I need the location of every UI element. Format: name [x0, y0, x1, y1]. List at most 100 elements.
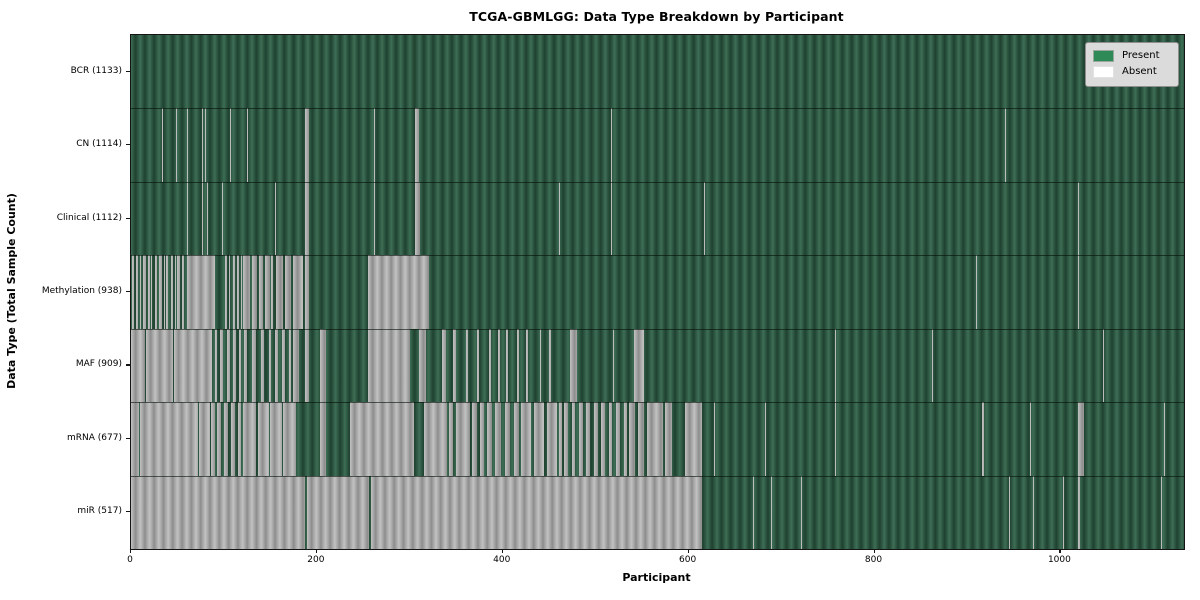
absent-segment — [504, 402, 511, 476]
absent-segment — [173, 328, 212, 403]
absent-segment — [220, 328, 223, 403]
absent-segment — [601, 402, 605, 476]
absent-segment — [539, 328, 541, 403]
absent-segment — [495, 402, 501, 476]
absent-segment — [623, 402, 628, 476]
absent-segment — [423, 402, 447, 476]
absent-segment — [236, 255, 239, 329]
y-tick-label: BCR (1133) — [70, 65, 122, 76]
x-tick-label: 0 — [127, 555, 133, 565]
absent-segment — [684, 402, 702, 476]
absent-segment — [419, 328, 426, 403]
legend-entry-present: Present — [1093, 48, 1170, 64]
absent-segment — [222, 181, 224, 256]
y-tick-mark — [126, 217, 130, 219]
absent-segment — [166, 255, 169, 329]
absent-segment — [158, 255, 162, 329]
absent-segment — [242, 255, 250, 329]
absent-segment — [610, 181, 613, 256]
absent-segment — [448, 402, 453, 476]
absent-segment — [1078, 255, 1080, 329]
absent-segment — [261, 328, 264, 403]
absent-segment — [610, 108, 613, 182]
x-tick-mark — [873, 549, 875, 553]
absent-segment — [564, 402, 568, 476]
absent-segment — [442, 328, 447, 403]
absent-segment — [415, 108, 420, 182]
absent-segment — [201, 181, 203, 256]
absent-segment — [373, 181, 375, 256]
y-tick-mark — [126, 437, 130, 440]
absent-segment — [275, 181, 277, 256]
absent-segment — [593, 402, 598, 476]
y-tick-mark — [126, 70, 130, 72]
absent-segment — [224, 255, 227, 329]
absent-segment — [1164, 402, 1166, 476]
absent-segment — [613, 328, 615, 403]
legend: Present Absent — [1085, 42, 1179, 87]
y-tick-label: Methylation (938) — [41, 286, 122, 296]
absent-segment — [186, 181, 188, 256]
absent-segment — [713, 402, 715, 476]
absent-segment — [571, 402, 576, 476]
absent-segment — [233, 255, 236, 329]
absent-segment — [472, 402, 477, 476]
x-tick-mark — [130, 549, 132, 553]
x-tick-label: 800 — [864, 555, 883, 565]
absent-segment — [350, 402, 415, 476]
absent-segment — [646, 402, 663, 476]
absent-segment — [186, 255, 215, 329]
x-tick-label: 1000 — [1047, 555, 1071, 565]
absent-segment — [161, 108, 163, 182]
absent-segment — [304, 108, 310, 182]
absent-segment — [488, 328, 491, 403]
absent-segment — [1160, 475, 1162, 549]
absent-segment — [186, 108, 188, 182]
absent-segment — [170, 255, 173, 329]
absent-segment — [174, 255, 176, 329]
absent-segment — [534, 402, 544, 476]
absent-segment — [131, 475, 305, 549]
x-axis-label: Participant — [622, 571, 691, 584]
heatmap-row-BCR — [131, 35, 1184, 109]
absent-segment — [771, 475, 773, 549]
absent-segment — [205, 108, 207, 182]
absent-segment — [275, 255, 284, 329]
absent-segment — [155, 255, 157, 329]
legend-label-present: Present — [1122, 50, 1160, 61]
y-tick-mark — [126, 511, 130, 513]
absent-segment — [513, 402, 520, 476]
x-tick-label: 200 — [307, 555, 325, 565]
absent-segment — [242, 402, 257, 476]
absent-segment — [306, 475, 369, 549]
absent-segment — [1103, 328, 1105, 403]
absent-segment — [549, 328, 552, 403]
absent-segment — [835, 328, 837, 403]
absent-segment — [201, 108, 203, 182]
absent-segment — [182, 255, 184, 329]
absent-segment — [506, 328, 509, 403]
x-tick-label: 400 — [493, 555, 511, 565]
absent-segment — [982, 402, 985, 476]
absent-segment — [285, 255, 291, 329]
absent-segment — [229, 108, 231, 182]
absent-segment — [415, 181, 421, 256]
absent-segment — [292, 255, 303, 329]
y-tick-label: mRNA (677) — [67, 432, 122, 443]
absent-segment — [525, 328, 528, 403]
absent-segment — [586, 402, 591, 476]
y-tick-mark — [126, 291, 130, 293]
absent-segment — [240, 255, 242, 329]
y-tick-label: CN (1114) — [76, 139, 122, 150]
absent-segment — [521, 402, 531, 476]
row-divider — [131, 255, 1184, 257]
absent-segment — [1063, 475, 1065, 549]
row-divider — [131, 328, 1184, 330]
absent-segment — [367, 328, 410, 403]
y-tick-label: miR (517) — [77, 506, 122, 517]
absent-segment — [665, 402, 672, 476]
absent-segment — [288, 328, 291, 403]
chart-title: TCGA-GBMLGG: Data Type Breakdown by Part… — [469, 9, 844, 24]
absent-segment — [835, 402, 837, 476]
y-tick-mark — [126, 144, 130, 146]
